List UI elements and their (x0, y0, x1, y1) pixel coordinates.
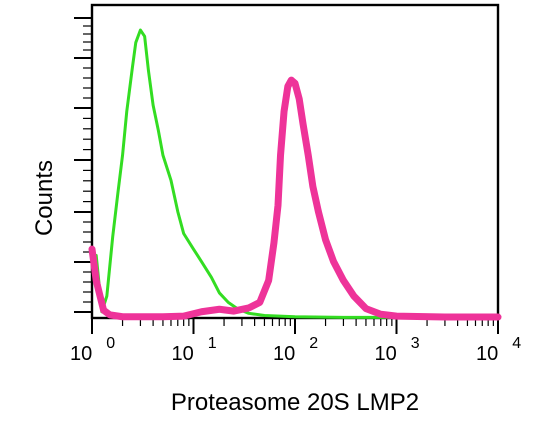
x-tick-label-base: 10 (172, 343, 194, 365)
x-tick-label: 10 3 (375, 335, 420, 365)
series-layer (88, 28, 502, 321)
x-tick-label-exponent: 4 (512, 335, 521, 352)
x-tick-label-exponent: 0 (106, 335, 115, 352)
magenta-series-line (88, 76, 502, 321)
y-axis-ticks (74, 17, 92, 313)
x-tick-label-base: 10 (476, 343, 498, 365)
x-tick-label-exponent: 1 (208, 335, 217, 352)
x-axis-tick-labels: 10 0 10 1 10 2 10 3 10 4 (70, 335, 521, 365)
x-tick-label-base: 10 (375, 343, 397, 365)
x-axis-label: Proteasome 20S LMP2 (171, 389, 419, 416)
x-tick-label-exponent: 3 (411, 335, 420, 352)
x-tick-label-exponent: 2 (309, 335, 318, 352)
y-axis-label: Counts (31, 160, 58, 236)
x-tick-label-base: 10 (70, 343, 92, 365)
x-tick-label: 10 0 (70, 335, 115, 365)
x-tick-label-base: 10 (273, 343, 295, 365)
x-tick-label: 10 1 (172, 335, 217, 365)
green-series-line (90, 28, 500, 319)
x-axis-ticks (91, 318, 499, 334)
x-tick-label: 10 4 (476, 335, 521, 365)
x-tick-label: 10 2 (273, 335, 318, 365)
